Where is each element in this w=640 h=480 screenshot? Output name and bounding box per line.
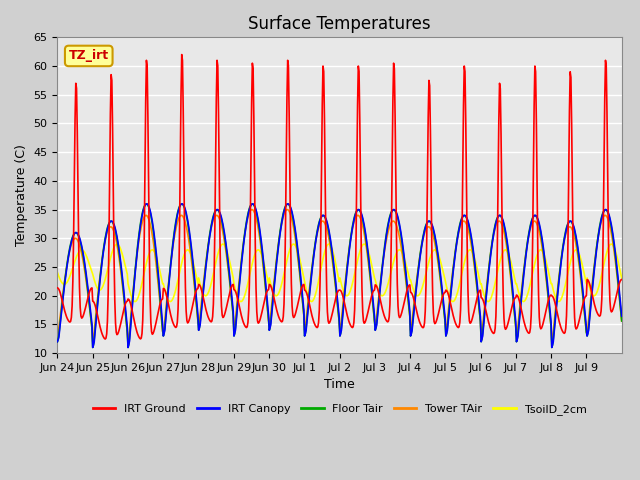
- TsoilD_2cm: [54, 269, 61, 275]
- Floor Tair: [399, 249, 407, 254]
- IRT Canopy: [54, 339, 61, 345]
- Line: IRT Ground: IRT Ground: [58, 55, 621, 339]
- IRT Ground: [275, 312, 282, 318]
- IRT Ground: [399, 304, 407, 310]
- IRT Ground: [431, 321, 438, 326]
- IRT Ground: [225, 294, 233, 300]
- Floor Tair: [225, 268, 233, 274]
- Text: TZ_irt: TZ_irt: [68, 49, 109, 62]
- Floor Tair: [253, 212, 260, 217]
- IRT Ground: [120, 304, 128, 310]
- Floor Tair: [618, 318, 625, 324]
- Floor Tair: [431, 234, 438, 240]
- TsoilD_2cm: [618, 275, 625, 281]
- IRT Ground: [253, 309, 260, 314]
- Tower TAir: [399, 257, 407, 263]
- TsoilD_2cm: [399, 252, 407, 258]
- IRT Canopy: [143, 201, 150, 207]
- Line: IRT Canopy: IRT Canopy: [58, 204, 621, 348]
- Tower TAir: [120, 300, 128, 306]
- TsoilD_2cm: [131, 299, 138, 304]
- Tower TAir: [248, 207, 255, 213]
- TsoilD_2cm: [120, 259, 128, 265]
- IRT Ground: [54, 285, 61, 291]
- IRT Canopy: [431, 232, 438, 238]
- Tower TAir: [224, 265, 232, 271]
- IRT Canopy: [225, 264, 233, 270]
- Floor Tair: [89, 345, 97, 350]
- Tower TAir: [431, 240, 438, 246]
- Line: TsoilD_2cm: TsoilD_2cm: [58, 244, 621, 301]
- Legend: IRT Ground, IRT Canopy, Floor Tair, Tower TAir, TsoilD_2cm: IRT Ground, IRT Canopy, Floor Tair, Towe…: [88, 400, 591, 420]
- TsoilD_2cm: [253, 248, 260, 253]
- TsoilD_2cm: [113, 241, 121, 247]
- IRT Ground: [178, 52, 186, 58]
- TsoilD_2cm: [225, 255, 233, 261]
- IRT Canopy: [120, 293, 128, 299]
- IRT Canopy: [618, 313, 625, 319]
- IRT Canopy: [89, 345, 97, 350]
- IRT Ground: [618, 276, 625, 282]
- Y-axis label: Temperature (C): Temperature (C): [15, 144, 28, 246]
- Tower TAir: [54, 333, 61, 339]
- TsoilD_2cm: [275, 291, 282, 297]
- TsoilD_2cm: [431, 247, 438, 252]
- Floor Tair: [143, 201, 150, 207]
- Floor Tair: [275, 244, 282, 250]
- Line: Floor Tair: Floor Tair: [58, 204, 621, 348]
- IRT Canopy: [275, 247, 282, 252]
- Tower TAir: [89, 339, 97, 345]
- Floor Tair: [120, 298, 128, 303]
- Title: Surface Temperatures: Surface Temperatures: [248, 15, 431, 33]
- IRT Canopy: [399, 246, 407, 252]
- Floor Tair: [54, 339, 61, 345]
- Tower TAir: [253, 218, 260, 224]
- Tower TAir: [618, 318, 625, 324]
- Line: Tower TAir: Tower TAir: [58, 210, 621, 342]
- X-axis label: Time: Time: [324, 378, 355, 392]
- IRT Ground: [101, 336, 109, 342]
- Tower TAir: [275, 243, 282, 249]
- IRT Canopy: [253, 210, 260, 216]
